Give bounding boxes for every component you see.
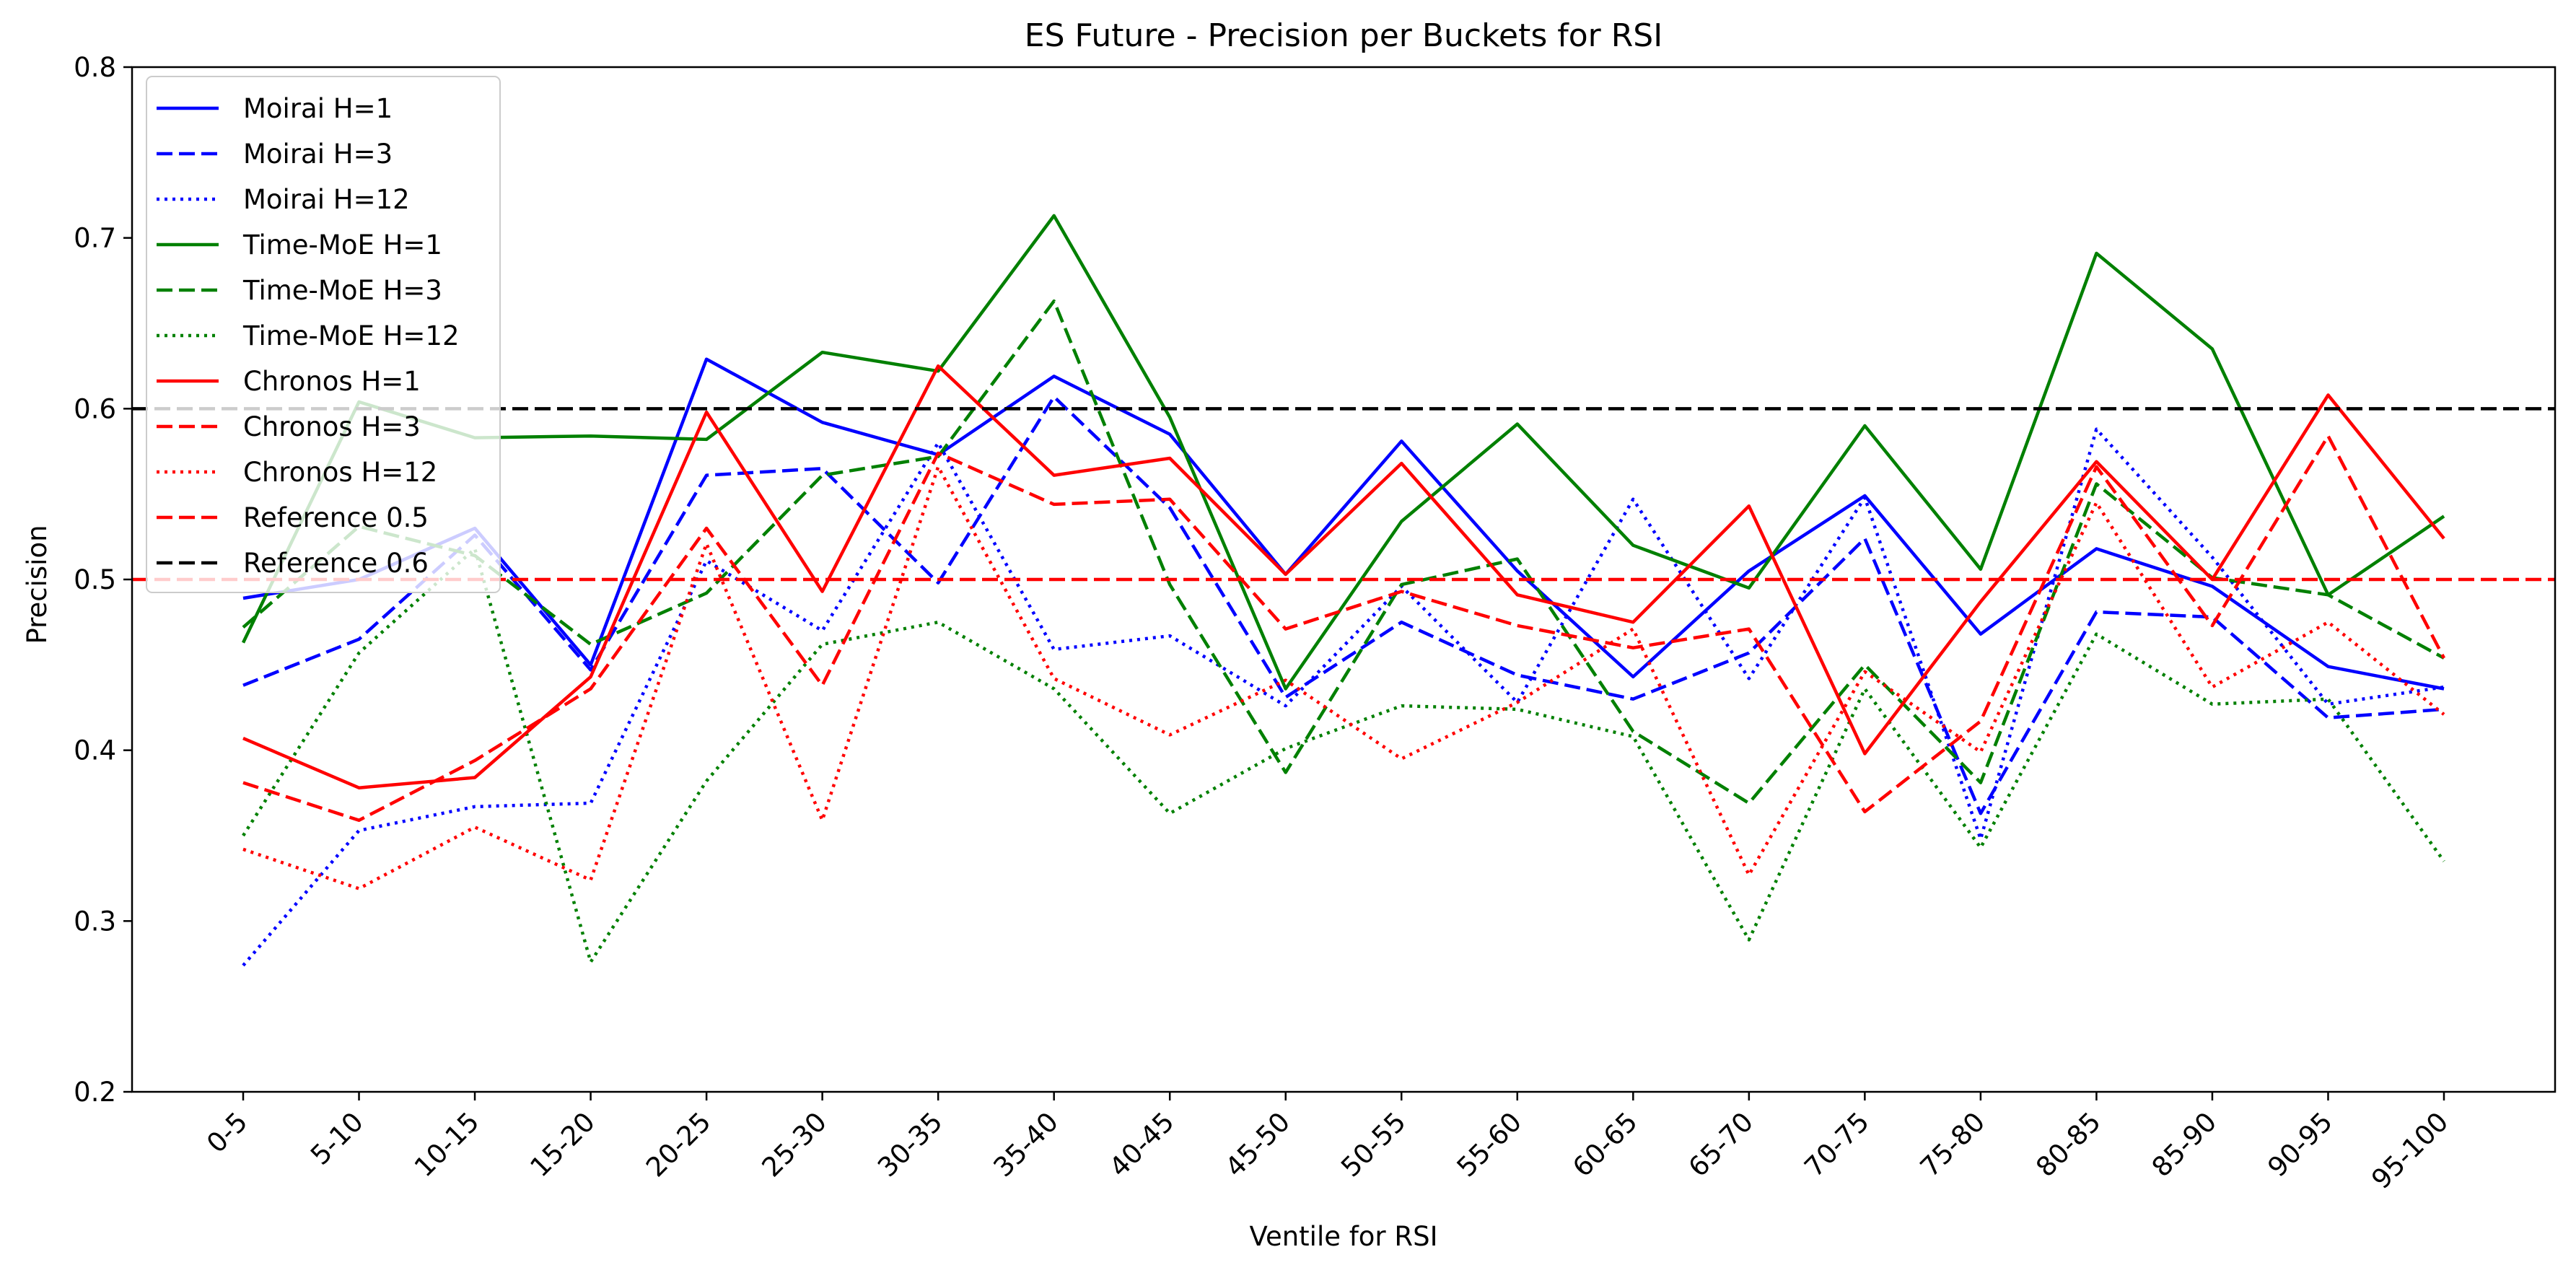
chart-title: ES Future - Precision per Buckets for RS…: [1025, 17, 1662, 54]
plot-frame: [131, 66, 2557, 1093]
legend-label: Chronos H=12: [243, 457, 437, 488]
legend-label: Chronos H=3: [243, 411, 421, 442]
legend-label: Moirai H=1: [243, 93, 393, 124]
y-tick-label: 0.2: [74, 1077, 116, 1108]
legend-label: Time-MoE H=1: [242, 229, 442, 261]
legend: Moirai H=1 Moirai H=3 Moirai H=12 Time-MoE …: [146, 76, 501, 593]
series-line-6: [242, 364, 2445, 789]
y-tick-label: 0.5: [74, 564, 116, 595]
legend-box: [146, 76, 501, 593]
y-tick-label: 0.6: [74, 393, 116, 424]
legend-label: Reference 0.5: [243, 502, 429, 533]
y-tick-label: 0.8: [74, 52, 116, 83]
y-tick-label: 0.3: [74, 906, 116, 937]
x-axis-label: Ventile for RSI: [1250, 1221, 1438, 1252]
y-axis-label: Precision: [22, 525, 53, 644]
legend-label: Reference 0.6: [243, 548, 429, 579]
y-tick-label: 0.7: [74, 223, 116, 254]
legend-label: Time-MoE H=12: [242, 320, 460, 351]
y-tick-label: 0.4: [74, 735, 116, 766]
legend-label: Chronos H=1: [243, 366, 421, 397]
legend-label: Moirai H=3: [243, 139, 393, 170]
series-line-3: [241, 214, 2445, 691]
series-line-8: [242, 465, 2445, 890]
series-line-0: [242, 357, 2445, 691]
series-line-7: [242, 434, 2445, 822]
legend-label: Time-MoE H=3: [242, 275, 442, 306]
legend-label: Moirai H=12: [243, 184, 410, 215]
series-line-5: [242, 547, 2445, 964]
